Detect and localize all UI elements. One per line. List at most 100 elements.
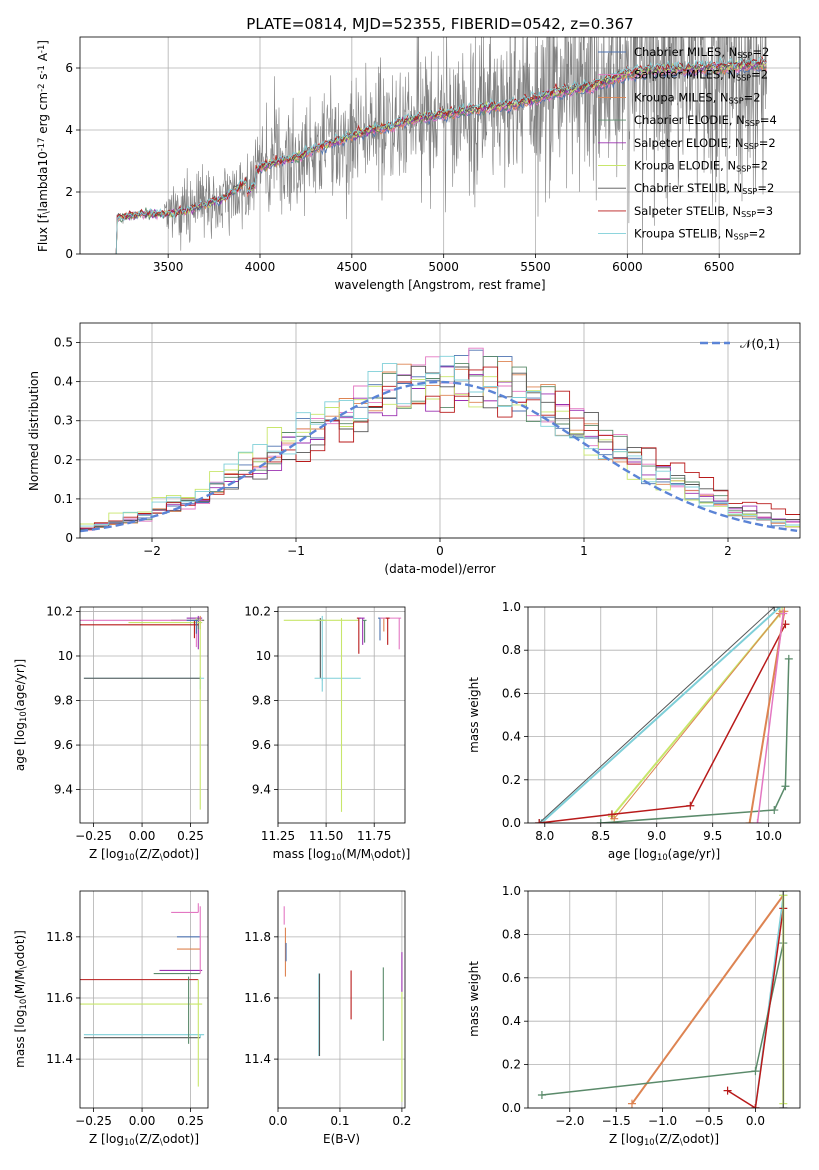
axes-massweight-vs-age: 8.0 8.5 9.0 9.5 10.0 0.0 0.2 0.4 0.6 0.8 1.0 age [l… <box>467 600 801 862</box>
chart-title: PLATE=0814, MJD=52355, FIBERID=0542, z=0… <box>246 15 633 33</box>
axes-frame <box>79 322 801 539</box>
mass-weight-line <box>727 1089 756 1108</box>
x-tick-label: 2 <box>724 544 732 558</box>
x-tick-label: 0.0 <box>268 1114 287 1128</box>
plot-area <box>114 37 767 254</box>
marker-plus <box>751 1067 760 1076</box>
marker-plus <box>779 609 788 618</box>
axes-frame <box>79 890 209 1109</box>
x-tick-label: 4000 <box>245 260 276 274</box>
y-tick-label: 9.4 <box>54 783 73 797</box>
x-tick-label: 3500 <box>153 260 184 274</box>
histogram-step <box>80 365 800 530</box>
marker-plus <box>779 891 788 895</box>
x-axis-label: Z [log10(Z/Z\odot)] <box>89 847 199 862</box>
y-tick-label: 0.6 <box>502 971 521 985</box>
x-tick-label: 0.2 <box>392 1114 411 1128</box>
legend-label: 𝒩(0,1) <box>740 337 780 351</box>
legend-label: Chabrier MILES, NSSP=2 <box>634 45 769 60</box>
y-tick-label: 0.6 <box>502 686 521 700</box>
mass-weight-line <box>613 613 781 820</box>
x-tick-label: 0.25 <box>177 829 204 843</box>
x-tick-label: 0.0 <box>746 1114 765 1128</box>
axes-frame <box>277 606 406 824</box>
grid <box>528 606 800 824</box>
plot-area <box>283 615 402 812</box>
axes-massweight-vs-Z: −2.0 −1.5 −1.0 −0.5 0.0 0.0 0.2 0.4 0.6 0.8 1.0 Z [… <box>467 884 801 1147</box>
legend-label: Salpeter ELODIE, NSSP=2 <box>634 136 776 151</box>
legend-label: Chabrier ELODIE, NSSP=4 <box>634 113 777 128</box>
x-tick-label: 0.00 <box>129 1114 156 1128</box>
mass-weight-line <box>538 607 775 823</box>
marker-plus <box>784 654 793 663</box>
x-axis-label: Z [log10(Z/Z\odot)] <box>609 1132 719 1147</box>
x-tick-label: 9.0 <box>647 829 666 843</box>
y-axis-label: Flux [f\lambda10-17 erg cm-2 s-1 A-1] <box>36 40 51 252</box>
axes-frame <box>527 606 801 824</box>
y-tick-label: 0.2 <box>502 1058 521 1072</box>
y-tick-label: 2 <box>65 185 73 199</box>
y-tick-label: 0.2 <box>54 453 73 467</box>
x-tick-label: −1.0 <box>648 1114 677 1128</box>
y-tick-label: 0.5 <box>54 336 73 350</box>
x-tick-label: 6000 <box>612 260 643 274</box>
x-tick-label: 0 <box>436 544 444 558</box>
x-tick-label: −1 <box>287 544 305 558</box>
y-tick-label: 6 <box>65 61 73 75</box>
x-tick-label: −2 <box>143 544 161 558</box>
x-tick-label: 4500 <box>337 260 368 274</box>
marker-plus <box>745 819 754 823</box>
x-tick-label: −0.25 <box>75 829 112 843</box>
marker-plus <box>781 782 790 791</box>
model-spectrum-line <box>114 56 767 254</box>
legend-label: Kroupa ELODIE, NSSP=2 <box>634 159 768 174</box>
axes-age-vs-mass: 11.25 11.50 11.75 9.4 9.6 9.8 10 10.2 mass [log1… <box>244 604 410 862</box>
y-tick-label: 0.8 <box>502 927 521 941</box>
marker-plus <box>753 819 762 823</box>
x-tick-label: 5500 <box>520 260 551 274</box>
mass-weight-line <box>600 658 790 823</box>
x-axis-label: Z [log10(Z/Z\odot)] <box>89 1132 199 1147</box>
y-tick-label: 9.6 <box>252 738 271 752</box>
y-tick-label: 11.8 <box>46 930 73 944</box>
marker-plus <box>537 1090 546 1099</box>
marker-plus <box>607 810 616 819</box>
y-tick-label: 4 <box>65 123 73 137</box>
marker-plus <box>686 801 695 810</box>
y-tick-label: 11.4 <box>46 1052 73 1066</box>
y-tick-label: 0.2 <box>502 773 521 787</box>
x-tick-label: 6500 <box>704 260 735 274</box>
plot-area <box>80 903 205 1087</box>
marker-plus <box>770 607 779 611</box>
axes-frame <box>79 606 209 824</box>
y-axis-label: mass weight <box>467 961 481 1037</box>
marker-plus <box>535 819 544 823</box>
axes-mass-vs-Z: −0.25 0.00 0.25 11.4 11.6 11.8 Z [log10(Z/Z\od… <box>13 890 209 1147</box>
y-axis-label: age [log10(age/yr)] <box>13 659 28 771</box>
y-tick-label: 0.4 <box>502 1014 521 1028</box>
plot-area <box>80 347 800 533</box>
axes-frame <box>79 36 801 255</box>
x-tick-label: −0.5 <box>694 1114 723 1128</box>
x-tick-label: 8.0 <box>535 829 554 843</box>
x-tick-label: −0.25 <box>75 1114 112 1128</box>
x-tick-label: −2.0 <box>555 1114 584 1128</box>
legend-label: Salpeter MILES, NSSP=2 <box>634 68 768 83</box>
x-axis-label: age [log10(age/yr)] <box>608 847 720 862</box>
legend-label: Kroupa MILES, NSSP=2 <box>634 90 761 105</box>
y-tick-label: 1.0 <box>502 884 521 898</box>
y-tick-label: 10.2 <box>244 604 271 618</box>
plot-area <box>535 607 793 823</box>
observed-spectrum <box>114 37 767 254</box>
grid <box>80 607 208 823</box>
x-tick-label: 0.00 <box>129 829 156 843</box>
x-tick-label: −1.5 <box>602 1114 631 1128</box>
axes-residuals: −2 −1 0 1 2 0 0.1 0.2 0.3 0.4 0.5 (data-model)/erro… <box>27 322 801 576</box>
mass-weight-line <box>539 623 787 823</box>
x-tick-label: 11.50 <box>309 829 343 843</box>
axes-frame <box>277 890 406 1109</box>
marker-plus <box>596 819 605 823</box>
y-tick-label: 11.8 <box>244 930 271 944</box>
y-tick-label: 10.2 <box>46 604 73 618</box>
x-tick-label: 11.75 <box>357 829 391 843</box>
